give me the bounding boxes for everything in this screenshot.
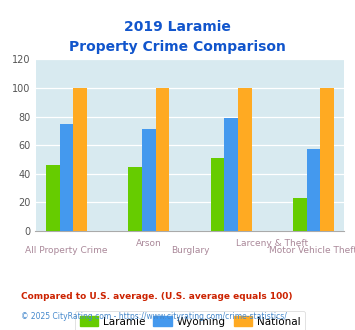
- Bar: [211, 158, 224, 231]
- Text: Compared to U.S. average. (U.S. average equals 100): Compared to U.S. average. (U.S. average …: [21, 292, 293, 301]
- Bar: [142, 129, 155, 231]
- Text: 2019 Laramie: 2019 Laramie: [124, 20, 231, 34]
- Text: Motor Vehicle Theft: Motor Vehicle Theft: [269, 246, 355, 255]
- Bar: [155, 88, 169, 231]
- Bar: [307, 149, 320, 231]
- Bar: [293, 198, 307, 231]
- Bar: [46, 165, 60, 231]
- Text: Property Crime Comparison: Property Crime Comparison: [69, 40, 286, 53]
- Text: All Property Crime: All Property Crime: [25, 246, 108, 255]
- Bar: [238, 88, 252, 231]
- Text: Burglary: Burglary: [171, 246, 209, 255]
- Text: © 2025 CityRating.com - https://www.cityrating.com/crime-statistics/: © 2025 CityRating.com - https://www.city…: [21, 312, 287, 321]
- Bar: [60, 124, 73, 231]
- Text: Arson: Arson: [136, 239, 162, 248]
- Bar: [73, 88, 87, 231]
- Legend: Laramie, Wyoming, National: Laramie, Wyoming, National: [75, 311, 305, 330]
- Bar: [320, 88, 334, 231]
- Text: Larceny & Theft: Larceny & Theft: [236, 239, 308, 248]
- Bar: [224, 118, 238, 231]
- Bar: [128, 167, 142, 231]
